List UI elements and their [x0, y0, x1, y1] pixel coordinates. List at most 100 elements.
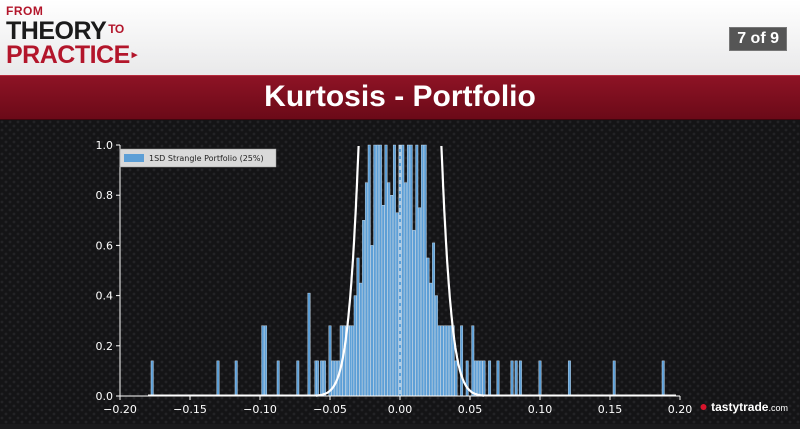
histogram-bar — [356, 257, 360, 397]
histogram-bar — [401, 144, 405, 397]
histogram-bar — [443, 325, 447, 397]
histogram-bar — [460, 325, 464, 397]
y-tick-label: 0.6 — [96, 239, 114, 252]
histogram-bar — [373, 144, 377, 397]
y-tick-label: 0.8 — [96, 189, 114, 202]
logo-line3-text: PRACTICE — [6, 41, 130, 69]
histogram-bar — [384, 144, 388, 397]
histogram-bar — [514, 360, 518, 397]
histogram-bar — [426, 257, 430, 397]
histogram-bar — [476, 360, 480, 397]
logo-arrow-icon: ▸ — [131, 49, 138, 61]
histogram-bar — [496, 360, 500, 397]
histogram-bar — [538, 360, 542, 397]
histogram-bar — [331, 360, 335, 397]
histogram-bar — [510, 360, 514, 397]
cherry-icon: ● — [699, 398, 708, 414]
histogram-bar — [423, 144, 427, 397]
histogram-bar — [409, 144, 413, 397]
x-tick-label: 0.05 — [458, 403, 483, 416]
normal-curve-right — [440, 145, 484, 397]
histogram-bar — [261, 325, 265, 397]
histogram-bar — [359, 282, 363, 397]
histogram-bar — [429, 282, 433, 397]
histogram-bar — [415, 144, 419, 397]
x-tick-label: 0.10 — [528, 403, 553, 416]
kurtosis-histogram-chart: 0.0 0.2 0.4 0.6 0.8 1.0 −0.20 −0.15 −0.10 −0.05 0.… — [0, 120, 800, 424]
y-tick-label: 0.4 — [96, 290, 114, 303]
header-bar: FROM THEORY TO PRACTICE ▸ 7 of 9 — [0, 0, 800, 75]
histogram-bar — [264, 325, 268, 397]
title-banner: Kurtosis - Portfolio — [0, 75, 800, 120]
histogram-bar — [406, 144, 410, 397]
brand-logo: ● tastytrade.com — [699, 398, 788, 414]
histogram-bar — [362, 220, 366, 397]
x-tick-label: −0.10 — [243, 403, 277, 416]
histogram-bar — [454, 360, 458, 397]
histogram-bar — [471, 325, 475, 397]
legend-swatch — [124, 154, 144, 162]
page-title: Kurtosis - Portfolio — [264, 80, 536, 113]
histogram-bar — [296, 360, 300, 397]
chart-area: 0.0 0.2 0.4 0.6 0.8 1.0 −0.20 −0.15 −0.10 −0.05 0.… — [0, 120, 800, 424]
histogram-bar — [446, 325, 450, 397]
histogram-bar — [346, 325, 350, 397]
histogram-bar — [364, 182, 368, 397]
logo-line2: THEORY TO — [6, 17, 124, 46]
histogram-bar — [376, 144, 380, 397]
x-tick-label: −0.05 — [313, 403, 347, 416]
chart-axes: 0.0 0.2 0.4 0.6 0.8 1.0 −0.20 −0.15 −0.10 −0.05 0.… — [96, 139, 693, 416]
histogram-bar — [482, 360, 486, 397]
histogram-bar — [412, 230, 416, 397]
histogram-bar — [440, 325, 444, 397]
x-tick-label: 0.15 — [598, 403, 623, 416]
histogram-bar — [488, 360, 492, 397]
x-tick-label: −0.15 — [173, 403, 207, 416]
histogram-bar — [404, 182, 408, 397]
histogram-bar — [420, 144, 424, 397]
logo-line1: FROM — [6, 4, 44, 18]
histogram-bar — [315, 360, 319, 397]
logo-line3: PRACTICE ▸ — [6, 41, 137, 70]
histogram-bar — [661, 360, 665, 397]
slide-counter: 7 of 9 — [729, 27, 787, 51]
x-tick-label: 0.20 — [668, 403, 693, 416]
histogram-bar — [378, 144, 382, 397]
histogram-bar — [434, 295, 438, 397]
histogram-bar — [437, 325, 441, 397]
y-tick-label: 0.2 — [96, 340, 114, 353]
histogram-bar — [448, 325, 452, 397]
histogram-bar — [612, 360, 616, 397]
y-tick-label: 1.0 — [96, 139, 114, 152]
histogram-bar — [518, 360, 522, 397]
histogram-bar — [276, 360, 280, 397]
histogram-bar — [322, 360, 326, 397]
histogram-bar — [350, 325, 354, 397]
histogram-bar — [392, 144, 396, 397]
histogram-bar — [353, 295, 357, 397]
histogram-bar — [418, 207, 422, 397]
histogram-bar — [479, 360, 483, 397]
histogram-bar — [390, 194, 394, 397]
chart-legend: 1SD Strangle Portfolio (25%) — [119, 148, 277, 168]
legend-box — [119, 148, 277, 168]
legend-label: 1SD Strangle Portfolio (25%) — [149, 154, 264, 163]
histogram-bar — [328, 325, 332, 397]
x-tick-label: −0.20 — [103, 403, 137, 416]
brand-name: tastytrade — [711, 400, 769, 414]
histogram-bar — [567, 360, 571, 397]
histogram-bar — [216, 360, 220, 397]
histogram-bar — [150, 360, 154, 397]
histogram-bar — [370, 245, 374, 397]
histogram-bar — [387, 182, 391, 397]
histogram-bar — [234, 360, 238, 397]
histogram-bar — [432, 242, 436, 397]
normal-curve-left — [316, 145, 360, 397]
histogram-bar — [395, 212, 399, 397]
histogram-bar — [465, 360, 469, 397]
histogram-bar — [320, 360, 324, 397]
brand-suffix: .com — [768, 403, 788, 413]
histogram-bars — [150, 144, 665, 397]
logo-to: TO — [108, 22, 124, 36]
logo: FROM THEORY TO PRACTICE ▸ — [6, 4, 176, 70]
